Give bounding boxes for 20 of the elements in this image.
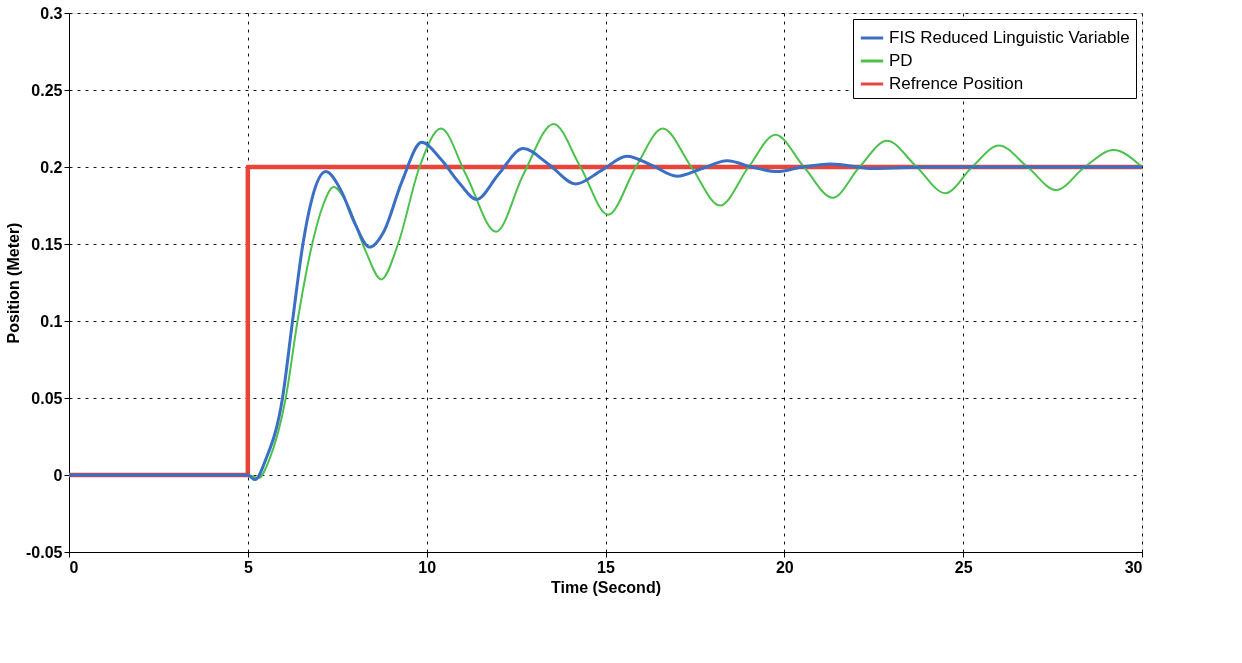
legend-label: FIS Reduced Linguistic Variable: [889, 28, 1130, 47]
y-axis-title: Position (Meter): [5, 222, 23, 344]
y-tick-label: 0: [53, 466, 63, 484]
y-tick-label: 0.05: [31, 389, 63, 407]
x-axis-title: Time (Second): [551, 578, 661, 596]
x-tick-label: 5: [243, 558, 253, 576]
y-tick-label: 0.2: [40, 158, 63, 176]
x-tick-label: 0: [69, 558, 79, 576]
x-tick-label: 10: [418, 558, 437, 576]
legend-label: PD: [889, 51, 913, 70]
y-tick-label: 0.25: [31, 81, 63, 99]
y-tick-label: 0.15: [31, 235, 63, 253]
y-tick-label: -0.05: [26, 543, 63, 561]
x-tick-label: 25: [954, 558, 973, 576]
y-tick-label: 0.1: [40, 312, 63, 330]
legend-label: Refrence Position: [889, 74, 1024, 93]
x-tick-label: 30: [1124, 558, 1143, 576]
x-tick-label: 15: [597, 558, 615, 576]
x-tick-label: 20: [775, 558, 794, 576]
y-tick-label: 0.3: [40, 4, 63, 22]
